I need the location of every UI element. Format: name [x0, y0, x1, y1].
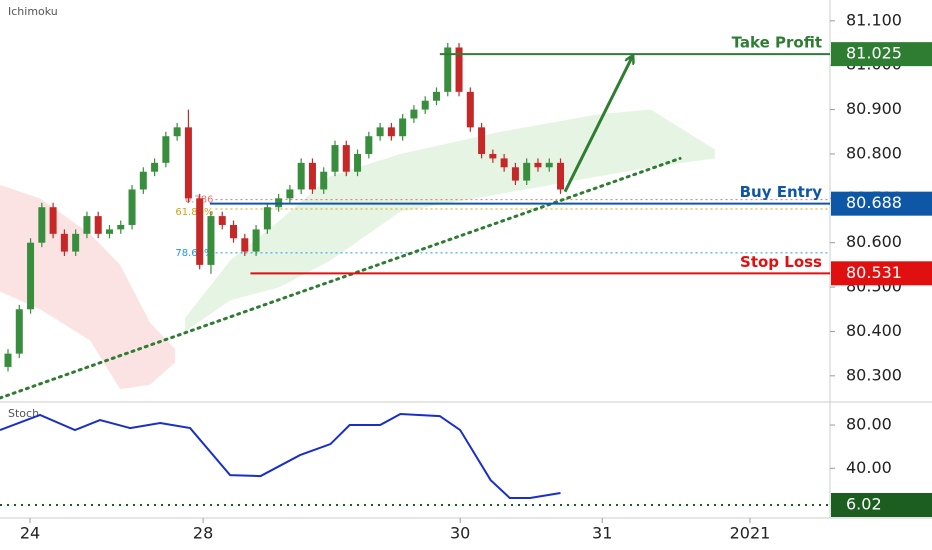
candle-body	[196, 198, 204, 265]
target-arrow	[563, 56, 633, 193]
y-tick-label: 80.600	[846, 232, 902, 251]
candle-body	[117, 224, 125, 230]
y-tick-label: 80.400	[846, 321, 902, 340]
candle-body	[218, 216, 226, 225]
candle-body	[286, 189, 294, 199]
candle-body	[478, 127, 486, 154]
candle-body	[489, 153, 497, 159]
candle-body	[38, 207, 46, 243]
x-tick-label: 31	[592, 524, 612, 543]
candle-body	[15, 309, 23, 354]
candle-body	[534, 162, 542, 168]
candle-body	[545, 162, 553, 168]
candle-body	[297, 162, 305, 190]
candle-body	[365, 136, 373, 154]
candle-body	[241, 238, 249, 252]
candle-body	[60, 233, 68, 252]
candle-body	[263, 207, 271, 230]
candle-body	[128, 189, 136, 225]
candle-body	[83, 216, 91, 234]
candle-body	[173, 127, 181, 137]
price-tag-label: 81.025	[846, 44, 902, 63]
x-tick-label: 2021	[730, 524, 771, 543]
x-tick-label: 24	[20, 524, 40, 543]
y-tick-label: 80.800	[846, 143, 902, 162]
price-tag-label: 6.02	[846, 495, 882, 514]
candle-body	[139, 171, 147, 190]
candle-body	[331, 145, 339, 172]
candle-body	[27, 242, 35, 310]
candle-body	[376, 127, 384, 137]
candle-body	[151, 162, 159, 172]
candle-body	[410, 109, 418, 119]
level-name: Buy Entry	[740, 183, 823, 201]
price-tag	[831, 42, 932, 67]
y-tick-label: 80.900	[846, 99, 902, 118]
candle-body	[387, 127, 395, 137]
candle-body	[207, 216, 215, 265]
x-tick-label: 30	[450, 524, 470, 543]
candle-body	[511, 167, 519, 181]
candle-body	[320, 171, 328, 190]
chart-title: Ichimoku	[8, 5, 58, 18]
candle-body	[94, 216, 102, 234]
candle-body	[4, 353, 12, 367]
level-name: Take Profit	[732, 34, 822, 52]
candle-body	[162, 136, 170, 163]
price-tag	[831, 493, 932, 518]
candle-body	[444, 47, 452, 92]
candle-body	[557, 162, 565, 190]
ichimoku-cloud	[0, 185, 176, 390]
y-tick-label: 80.300	[846, 365, 902, 384]
candle-body	[105, 229, 113, 234]
price-tag	[831, 261, 932, 286]
candle-body	[252, 229, 260, 252]
y-tick-label: 40.00	[846, 458, 892, 477]
candle-body	[354, 153, 362, 172]
price-tag	[831, 191, 932, 216]
ichimoku-cloud	[185, 109, 715, 332]
candle-body	[523, 162, 531, 181]
candle-body	[49, 207, 57, 234]
candle-body	[500, 158, 508, 168]
candle-body	[455, 47, 463, 92]
x-tick-label: 28	[193, 524, 213, 543]
fib-label: 61.80%	[175, 207, 213, 218]
indicator-title: Stoch	[8, 407, 39, 420]
candle-body	[466, 91, 474, 128]
y-tick-label: 80.00	[846, 415, 892, 434]
candle-body	[421, 100, 429, 110]
fib-label: 78.60%	[175, 248, 213, 259]
stoch-line	[0, 413, 561, 500]
candle-body	[184, 127, 192, 199]
level-name: Stop Loss	[740, 253, 822, 271]
candle-body	[399, 118, 407, 137]
candle-body	[72, 233, 80, 252]
y-tick-label: 81.100	[846, 10, 902, 29]
price-tag-label: 80.688	[846, 193, 902, 212]
candle-body	[342, 145, 350, 172]
trendline	[0, 156, 682, 400]
candle-body	[230, 224, 238, 239]
price-tag-label: 80.531	[846, 263, 902, 282]
candle-body	[432, 91, 440, 101]
candle-body	[308, 162, 316, 190]
